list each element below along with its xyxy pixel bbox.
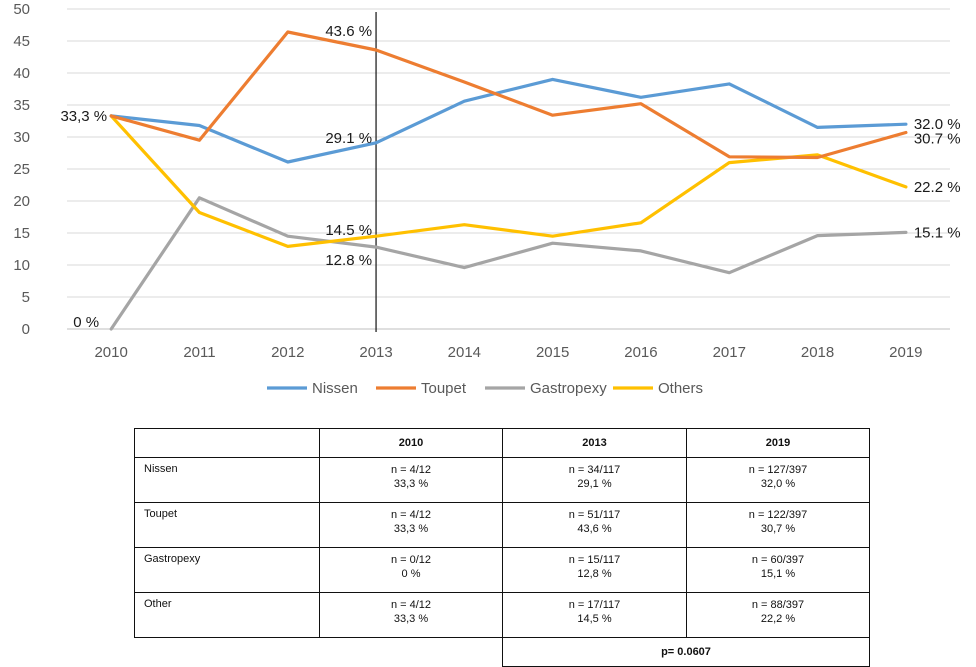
- line-chart: 0 5 10 15 20 25 30 35 40 45 50 2010 2011 2012 2013 2014…: [13, 1, 961, 397]
- table-row: Other n = 4/12 33,3 % n = 17/117 14,5 % n …: [134, 592, 870, 638]
- cell-percent: 33,3 %: [393, 478, 429, 490]
- y-tick-label: 30: [13, 129, 30, 146]
- table-cell: n = 122/397 30,7 %: [686, 502, 870, 548]
- cell-percent: 12,8 %: [577, 568, 612, 580]
- cell-count: n = 88/397: [751, 599, 805, 611]
- x-tick-label: 2010: [94, 344, 127, 361]
- y-tick-label: 25: [13, 161, 30, 178]
- y-tick-label: 45: [13, 33, 30, 50]
- table-header-cell: [134, 428, 320, 458]
- legend-label: Gastropexy: [530, 380, 607, 397]
- x-tick-label: 2015: [536, 344, 569, 361]
- data-label: 22.2 %: [914, 179, 961, 196]
- table-header-cell: 2019: [686, 428, 870, 458]
- x-tick-label: 2014: [448, 344, 481, 361]
- cell-percent: 14,5 %: [577, 613, 612, 625]
- table-cell: n = 15/117 12,8 %: [502, 547, 687, 593]
- cell-count: n = 51/117: [568, 509, 621, 521]
- table-row: Toupet n = 4/12 33,3 % n = 51/117 43,6 % n…: [134, 502, 870, 548]
- p-value: p= 0.0607: [502, 637, 870, 667]
- table-cell: n = 127/397 32,0 %: [686, 457, 870, 503]
- table-cell: n = 17/117 14,5 %: [502, 592, 687, 638]
- data-label: 0 %: [73, 314, 99, 331]
- x-tick-label: 2012: [271, 344, 304, 361]
- table-row: Nissen n = 4/12 33,3 % n = 34/117 29,1 % n…: [134, 457, 870, 503]
- x-tick-label: 2019: [889, 344, 922, 361]
- cell-percent: 33,3 %: [393, 523, 429, 535]
- cell-percent: 0 %: [401, 568, 421, 580]
- row-label: Nissen: [134, 457, 320, 503]
- cell-percent: 32,0 %: [760, 478, 796, 490]
- table-cell: n = 34/117 29,1 %: [502, 457, 687, 503]
- legend-label: Others: [658, 380, 703, 397]
- blank-cell: [135, 638, 320, 667]
- x-tick-label: 2018: [801, 344, 834, 361]
- table-cell: n = 88/397 22,2 %: [686, 592, 870, 638]
- table-cell: n = 0/12 0 %: [319, 547, 503, 593]
- cell-percent: 29,1 %: [577, 478, 612, 490]
- y-tick-label: 40: [13, 65, 30, 82]
- data-label: 12.8 %: [325, 252, 372, 269]
- row-label: Gastropexy: [134, 547, 320, 593]
- cell-percent: 43,6 %: [577, 523, 612, 535]
- series-line-others: [109, 114, 908, 248]
- y-tick-label: 10: [13, 257, 30, 274]
- cell-count: n = 60/397: [751, 554, 805, 566]
- series-line-nissen: [109, 77, 908, 164]
- cell-count: n = 127/397: [748, 464, 808, 476]
- cell-count: n = 122/397: [748, 509, 808, 521]
- legend-label: Nissen: [312, 380, 358, 397]
- p-value-row: p= 0.0607: [135, 637, 870, 667]
- cell-count: n = 4/12: [390, 509, 432, 521]
- y-tick-label: 5: [22, 289, 30, 306]
- data-label: 29.1 %: [325, 130, 372, 147]
- y-tick-label: 20: [13, 193, 30, 210]
- table-cell: n = 51/117 43,6 %: [502, 502, 687, 548]
- y-tick-label: 15: [13, 225, 30, 242]
- series-line-toupet: [109, 30, 908, 160]
- x-tick-label: 2011: [183, 344, 215, 361]
- table-cell: n = 4/12 33,3 %: [319, 502, 503, 548]
- legend-label: Toupet: [421, 380, 467, 397]
- cell-percent: 22,2 %: [760, 613, 796, 625]
- x-tick-label: 2013: [359, 344, 392, 361]
- data-label: 30.7 %: [914, 131, 961, 148]
- cell-percent: 30,7 %: [760, 523, 796, 535]
- table-cell: n = 60/397 15,1 %: [686, 547, 870, 593]
- blank-cell: [320, 638, 503, 667]
- table-cell: n = 4/12 33,3 %: [319, 457, 503, 503]
- cell-percent: 33,3 %: [393, 613, 429, 625]
- data-label: 33,3 %: [60, 108, 107, 125]
- cell-count: n = 0/12: [390, 554, 432, 566]
- row-label: Toupet: [134, 502, 320, 548]
- x-tick-label: 2017: [713, 344, 746, 361]
- data-label: 15.1 %: [914, 224, 961, 241]
- data-label: 43.6 %: [325, 23, 372, 40]
- y-tick-label: 0: [22, 321, 30, 338]
- data-label: 14.5 %: [325, 222, 372, 239]
- summary-table: 2010 2013 2019 Nissen n = 4/12 33,3 % n =…: [134, 428, 870, 667]
- cell-count: n = 17/117: [568, 599, 621, 611]
- table-cell: n = 4/12 33,3 %: [319, 592, 503, 638]
- cell-count: n = 4/12: [390, 464, 432, 476]
- table-row: Gastropexy n = 0/12 0 % n = 15/117 12,8 % …: [134, 547, 870, 593]
- data-label: 32.0 %: [914, 116, 961, 133]
- y-tick-label: 35: [13, 97, 30, 114]
- cell-count: n = 4/12: [390, 599, 432, 611]
- table-header-cell: 2013: [502, 428, 687, 458]
- table-header-row: 2010 2013 2019: [134, 428, 870, 458]
- cell-count: n = 34/117: [568, 464, 621, 476]
- x-tick-label: 2016: [624, 344, 657, 361]
- y-tick-label: 50: [13, 1, 30, 18]
- row-label: Other: [134, 592, 320, 638]
- cell-percent: 15,1 %: [760, 568, 796, 580]
- series-line-gastropexy: [109, 196, 908, 331]
- cell-count: n = 15/117: [568, 554, 621, 566]
- table-header-cell: 2010: [319, 428, 503, 458]
